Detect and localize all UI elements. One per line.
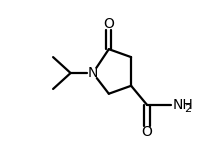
Text: O: O <box>142 125 153 139</box>
Text: NH: NH <box>172 98 193 112</box>
Text: 2: 2 <box>184 104 192 114</box>
Text: O: O <box>103 17 114 31</box>
Text: N: N <box>88 66 98 80</box>
